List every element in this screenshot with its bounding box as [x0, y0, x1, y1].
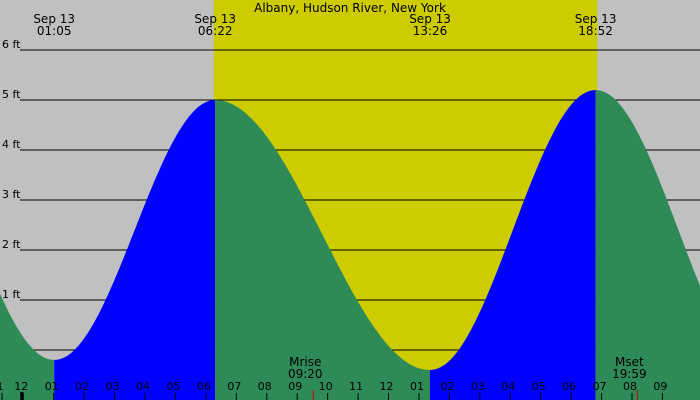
y-tick-label: 4 ft	[2, 138, 21, 151]
y-tick-label: 3 ft	[2, 188, 21, 201]
hour-tick-label: 05	[532, 380, 546, 393]
hour-tick-label: 09	[288, 380, 302, 393]
rising-tide-area	[430, 90, 596, 400]
extreme-time-label: 01:05	[37, 24, 72, 38]
moon-event-time: 09:20	[288, 367, 323, 381]
extreme-date-label: Sep 13	[194, 12, 236, 26]
moon-event-time: 19:59	[612, 367, 647, 381]
hour-tick-label: 11	[349, 380, 363, 393]
hour-tick-label: 12	[14, 380, 28, 393]
extreme-date-label: Sep 13	[409, 12, 451, 26]
hour-tick-label: 06	[197, 380, 211, 393]
rising-tide-area	[54, 100, 216, 400]
chart-title: Albany, Hudson River, New York	[254, 1, 446, 15]
y-tick-label: 5 ft	[2, 88, 21, 101]
hour-tick-label: 08	[623, 380, 637, 393]
y-tick-label: 1 ft	[2, 288, 21, 301]
hour-tick-label: 07	[227, 380, 241, 393]
hour-tick-label: 03	[106, 380, 120, 393]
hour-tick-label: 01	[45, 380, 59, 393]
extreme-time-label: 06:22	[198, 24, 233, 38]
extreme-date-label: Sep 13	[575, 12, 617, 26]
hour-tick-label: 03	[471, 380, 485, 393]
falling-tide-area	[595, 90, 700, 400]
falling-tide-area	[215, 100, 430, 400]
hour-tick-label: 02	[75, 380, 89, 393]
moon-event-name: Mset	[615, 355, 644, 369]
hour-tick-label: 02	[440, 380, 454, 393]
hour-tick-label: 04	[136, 380, 150, 393]
hour-tick-label: 10	[319, 380, 333, 393]
hour-tick-label: 05	[166, 380, 180, 393]
extreme-date-label: Sep 13	[33, 12, 75, 26]
y-tick-label: 2 ft	[2, 238, 21, 251]
falling-tide-area	[0, 293, 55, 400]
moon-event-name: Mrise	[289, 355, 321, 369]
hour-tick-label: 09	[653, 380, 667, 393]
hour-tick-label: 04	[501, 380, 515, 393]
hour-tick-label: 01	[410, 380, 424, 393]
hour-tick-label: 1	[0, 380, 4, 393]
hour-tick-label: 12	[380, 380, 394, 393]
hour-tick-label: 06	[562, 380, 576, 393]
midnight-marker	[20, 392, 24, 400]
hour-tick-label: 07	[593, 380, 607, 393]
extreme-time-label: 13:26	[413, 24, 448, 38]
y-tick-label: 6 ft	[2, 38, 21, 51]
extreme-time-label: 18:52	[578, 24, 613, 38]
hour-tick-label: 08	[258, 380, 272, 393]
